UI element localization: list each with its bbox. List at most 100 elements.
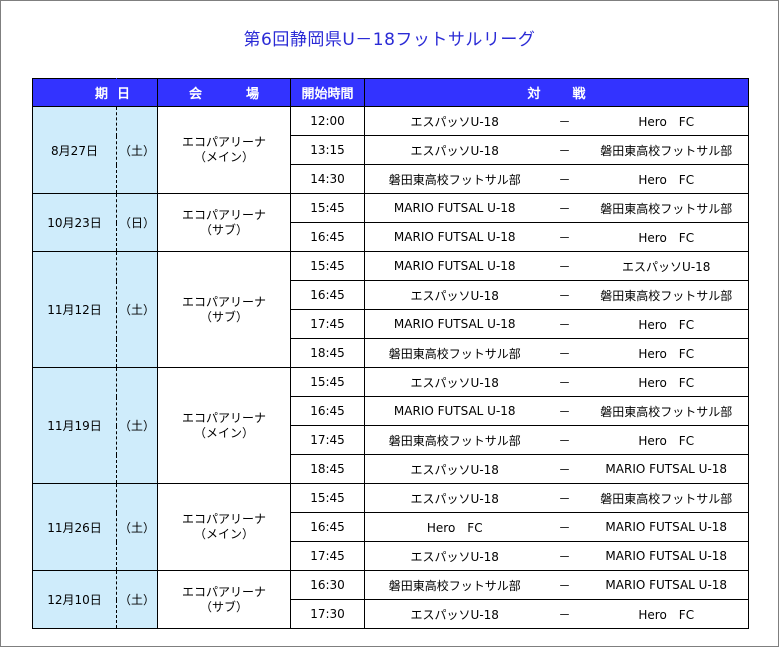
venue-name: エコパアリーナ [181, 207, 266, 222]
match-row: 12月10日 （土） エコパアリーナ （サブ） 16:30 磐田東高校フットサル部－ MAR… [32, 570, 749, 629]
venue-cell: エコパアリーナ （メイン） [157, 367, 291, 484]
match-row: 17:30 エスパッソU-18 － Hero FC [33, 599, 749, 629]
day-of-week-cell: （土） [116, 367, 158, 484]
day-of-week-cell: （土） [116, 570, 158, 629]
venue-cell: エコパアリーナ （サブ） [157, 251, 291, 368]
versus-dash: － [544, 570, 585, 600]
header-time: 開始時間 [290, 78, 365, 107]
venue-cell: エコパアリーナ （メイン） [157, 106, 291, 194]
home-team: MARIO FUTSAL U-18 [364, 193, 545, 223]
home-team: 磐田東高校フットサル部 [364, 338, 545, 368]
day-of-week-cell: （土） [116, 106, 158, 194]
away-team: Hero FC [584, 338, 749, 368]
venue-name: エコパアリーナ [181, 512, 266, 526]
match-row: 8月27日 （土） エコパアリーナ （メイン） 12:00 エスパッソU-18 － Hero … [32, 106, 749, 194]
home-team: エスパッソU-18 [364, 454, 545, 484]
venue-court: （サブ） [199, 309, 248, 324]
away-team: Hero FC [584, 599, 749, 629]
versus-dash: － [544, 541, 585, 571]
date-cell: 11月12日 [32, 251, 117, 368]
kickoff-time: 14:30 [290, 164, 365, 194]
header-venue: 会場 [157, 78, 291, 107]
versus-dash: － [544, 367, 585, 397]
page-title: 第6回静岡県U－18フットサルリーグ [243, 30, 536, 50]
versus-dash: － [544, 454, 585, 484]
kickoff-time: 17:45 [290, 425, 365, 455]
venue-court: （メイン） [193, 527, 254, 541]
away-team: Hero FC [584, 367, 749, 397]
kickoff-time: 16:45 [290, 396, 365, 426]
versus-dash: － [544, 599, 585, 629]
match-row: 18:45 磐田東高校フットサル部－ Hero FC [33, 338, 749, 368]
date-cell: 11月26日 [32, 483, 117, 571]
header-match-b: 戦 [572, 87, 586, 102]
venue-cell: エコパアリーナ （サブ） [157, 570, 291, 629]
header-date-b: 日 [117, 87, 131, 102]
kickoff-time: 15:45 [290, 251, 365, 281]
away-team: MARIO FUTSAL U-18 [584, 454, 749, 484]
versus-dash: － [544, 135, 585, 165]
home-team: エスパッソU-18 [364, 106, 545, 136]
kickoff-time: 18:45 [290, 338, 365, 368]
header-day: 日 [116, 78, 158, 107]
home-team: MARIO FUTSAL U-18 [364, 251, 545, 281]
away-team: 磐田東高校フットサル部 [584, 193, 749, 223]
date-cell: 10月23日 [32, 193, 117, 252]
away-team: Hero FC [584, 164, 749, 194]
date-cell: 11月19日 [32, 367, 117, 484]
header-venue-a: 会 [188, 87, 202, 102]
match-row: 16:45 MARIO FUTSAL U-18 －磐田東高校フットサル部 [33, 396, 749, 426]
venue-cell: エコパアリーナ （サブ） [157, 193, 291, 252]
match-row: 11月19日 （土） エコパアリーナ （メイン） 15:45 エスパッソU-18 － Hero… [32, 367, 749, 484]
home-team: エスパッソU-18 [364, 280, 545, 310]
away-team: 磐田東高校フットサル部 [584, 396, 749, 426]
away-team: Hero FC [584, 425, 749, 455]
away-team: エスパッソU-18 [584, 251, 749, 281]
home-team: 磐田東高校フットサル部 [364, 164, 545, 194]
versus-dash: － [544, 193, 585, 223]
home-team: Hero FC [364, 512, 545, 542]
away-team: 磐田東高校フットサル部 [584, 483, 749, 513]
away-team: Hero FC [584, 106, 749, 136]
venue-name: エコパアリーナ [181, 410, 266, 425]
match-row: 10月23日 （日） エコパアリーナ （サブ） 15:45 MARIO FUTSAL U-… [32, 193, 749, 252]
match-row: 18:45 エスパッソU-18 － MARIO FUTSAL U-18 [33, 454, 749, 484]
header-venue-b: 場 [246, 87, 260, 102]
header-date-a: 期 [94, 87, 108, 102]
kickoff-time: 16:45 [290, 222, 365, 252]
day-of-week-cell: （土） [116, 251, 158, 368]
schedule-body: 8月27日 （土） エコパアリーナ （メイン） 12:00 エスパッソU-18 － Hero … [32, 106, 749, 629]
versus-dash: － [544, 338, 585, 368]
date-cell: 12月10日 [32, 570, 117, 629]
kickoff-time: 16:30 [290, 570, 365, 600]
versus-dash: － [544, 309, 585, 339]
header-date: 期 [32, 78, 117, 107]
home-team: エスパッソU-18 [364, 135, 545, 165]
day-of-week-cell: （土） [116, 483, 158, 571]
match-row: 11月12日 （土） エコパアリーナ （サブ） 15:45 MARIO FUTSAL U-… [32, 251, 749, 368]
venue-cell: エコパアリーナ （メイン） [157, 483, 291, 571]
versus-dash: － [544, 251, 585, 281]
date-cell: 8月27日 [32, 106, 117, 194]
day-of-week-cell: （日） [116, 193, 158, 252]
match-row: 13:15 エスパッソU-18 －磐田東高校フットサル部 [33, 135, 749, 165]
header-match-a: 対 [527, 87, 541, 102]
home-team: エスパッソU-18 [364, 483, 545, 513]
kickoff-time: 15:45 [290, 483, 365, 513]
away-team: Hero FC [584, 222, 749, 252]
match-row: 17:45 磐田東高校フットサル部－ Hero FC [33, 425, 749, 455]
match-row: 14:30 磐田東高校フットサル部－ Hero FC [33, 164, 749, 194]
kickoff-time: 18:45 [290, 454, 365, 484]
schedule-table: 期 日 会場 開始時間 対戦 8月27日 （土） エコパアリーナ （メイン） 12:00… [32, 78, 749, 629]
home-team: エスパッソU-18 [364, 599, 545, 629]
away-team: MARIO FUTSAL U-18 [584, 541, 749, 571]
away-team: 磐田東高校フットサル部 [584, 280, 749, 310]
home-team: MARIO FUTSAL U-18 [364, 222, 545, 252]
versus-dash: － [544, 222, 585, 252]
venue-court: （メイン） [193, 150, 254, 164]
header-row: 期 日 会場 開始時間 対戦 [32, 78, 749, 107]
versus-dash: － [544, 483, 585, 513]
kickoff-time: 15:45 [290, 193, 365, 223]
home-team: 磐田東高校フットサル部 [364, 425, 545, 455]
